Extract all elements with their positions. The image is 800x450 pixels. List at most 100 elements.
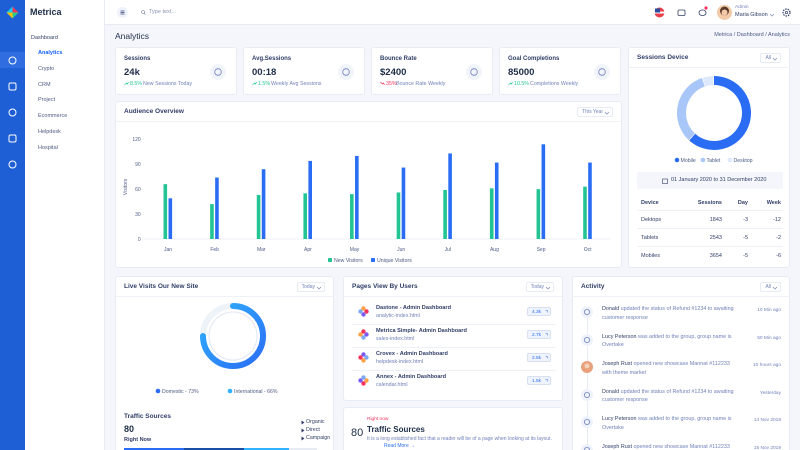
menu-toggle[interactable] — [117, 7, 128, 18]
trend-arrow — [124, 81, 129, 86]
stat-icon-shape — [342, 68, 350, 76]
menu-item[interactable]: Ecommerce — [38, 113, 68, 120]
page-title[interactable]: Crovex - Admin Dashboard — [376, 351, 448, 357]
stat-icon-bg — [210, 64, 226, 80]
page-title: Analytics — [115, 31, 150, 41]
x-tick-label: Apr — [304, 247, 312, 253]
doughnut-segment — [689, 76, 751, 150]
legend-label: Desktop — [734, 158, 753, 164]
calendar-icon — [662, 178, 668, 184]
settings-icon[interactable] — [782, 8, 791, 17]
traffic-legend: Direct — [306, 427, 320, 433]
divider — [344, 296, 562, 297]
page-title[interactable]: Annex - Admin Dashboard — [376, 374, 447, 380]
nav-icon[interactable] — [8, 134, 17, 143]
language-flag[interactable] — [654, 7, 665, 18]
traffic-title: Traffic Sources — [124, 413, 171, 420]
bar-chart: 0 30 60 90 120 Visitors Jan Feb Mar Apr May Jun Jul A… — [123, 137, 611, 264]
filter-dropdown[interactable]: Today — [296, 282, 325, 292]
legend-dot — [155, 388, 161, 394]
chevron — [772, 286, 778, 290]
filter-dropdown[interactable]: Today — [525, 282, 554, 292]
legend-dot — [700, 157, 706, 163]
nav-icon[interactable] — [8, 82, 17, 91]
stat-icon-bg — [466, 64, 482, 80]
table-cell: -6 — [776, 253, 781, 259]
table-cell: -12 — [773, 217, 781, 223]
bar — [303, 193, 308, 239]
trend-arrow — [380, 81, 385, 86]
bar — [541, 144, 546, 239]
divider — [116, 296, 333, 297]
menu-item[interactable]: Hospital — [38, 144, 58, 151]
activity-name: Lucy Peterson — [602, 333, 637, 340]
bar — [163, 184, 168, 239]
view-count-badge: 4.3k — [527, 307, 551, 316]
activity-name: Lucy Peterson — [602, 416, 637, 422]
menu-item[interactable]: Analytics — [38, 50, 63, 56]
avatar[interactable] — [717, 5, 732, 20]
read-more-link[interactable]: Read More → — [384, 443, 416, 449]
table-cell: -2 — [776, 235, 781, 241]
table-header: Device — [641, 200, 659, 206]
site-icon-dot — [364, 332, 369, 337]
nav-icon[interactable] — [8, 160, 17, 169]
activity-icon-shape — [584, 309, 590, 315]
page-title[interactable]: Metrica Simple- Admin Dashboard — [376, 328, 467, 334]
activity-time: 10 Min ago — [757, 308, 781, 313]
bell-shape — [698, 9, 707, 16]
site-icon-dot — [361, 312, 366, 317]
menu-sidebar: Metrica Dashboard Analytics Crypto CRM Projec… — [25, 0, 105, 450]
card-title: Sessions Device — [637, 54, 689, 61]
bell-icon[interactable] — [698, 8, 707, 17]
nav-icon[interactable] — [8, 108, 17, 117]
bar — [215, 177, 219, 239]
table-cell: Tablets — [641, 235, 659, 241]
flag-canton — [655, 8, 660, 13]
table-header: Sessions — [697, 200, 722, 206]
trend-arrow — [252, 81, 257, 86]
legend-label: Tablet — [707, 158, 721, 164]
bar — [583, 186, 587, 239]
x-tick-label: May — [350, 247, 360, 253]
menu-item[interactable]: Helpdesk — [38, 129, 61, 135]
activity-icon — [581, 388, 593, 401]
stat-icon — [594, 64, 610, 80]
activity-time: 50 Min ago — [757, 335, 781, 341]
legend-marker — [301, 428, 305, 433]
legend-marker-shape — [301, 420, 305, 425]
mail-icon[interactable] — [677, 8, 686, 17]
menu-item[interactable]: Project — [38, 97, 56, 104]
nav-icon[interactable] — [8, 56, 17, 65]
doughnut-segment — [702, 76, 714, 87]
x-tick-label: Sep — [537, 247, 546, 253]
active-nav-bg — [0, 52, 25, 68]
filter-dropdown[interactable]: All — [760, 53, 781, 63]
logo-part — [12, 6, 19, 13]
site-icon-dot — [361, 358, 366, 363]
user-name[interactable]: Maria Gibson — [735, 12, 768, 18]
traffic-card: 80 Right now Traffic Sources It is a long e… — [343, 407, 563, 450]
stat-label: Avg.Sessions — [252, 56, 292, 62]
stat-change-text: Completions Weekly — [530, 81, 579, 87]
page-title[interactable]: Dastone - Admin Dashboard — [376, 305, 452, 311]
menu-item[interactable]: Crypto — [38, 65, 55, 72]
table-cell: Mobiles — [641, 253, 660, 259]
search-input[interactable]: Type text... — [149, 9, 176, 15]
view-count-badge: 2.5k — [527, 353, 551, 362]
table-cell: -3 — [743, 217, 748, 223]
activity-time: 14 Nov 2019 — [753, 418, 781, 423]
activity-icon — [581, 306, 593, 318]
activity-name: Donald — [602, 388, 620, 395]
filter-dropdown[interactable]: This Year — [577, 107, 613, 117]
stat-icon-bg — [338, 64, 354, 80]
filter-dropdown[interactable]: All — [760, 282, 781, 292]
traffic-card-value: 80 — [351, 427, 364, 439]
table-header: Week — [766, 200, 781, 206]
search-icon — [141, 10, 146, 15]
activity-icon — [581, 333, 593, 346]
menu-item[interactable]: CRM — [38, 81, 51, 88]
link-icon-line — [545, 356, 548, 359]
stat-label: Sessions — [124, 56, 151, 62]
card-title: Pages View By Users — [352, 283, 418, 290]
